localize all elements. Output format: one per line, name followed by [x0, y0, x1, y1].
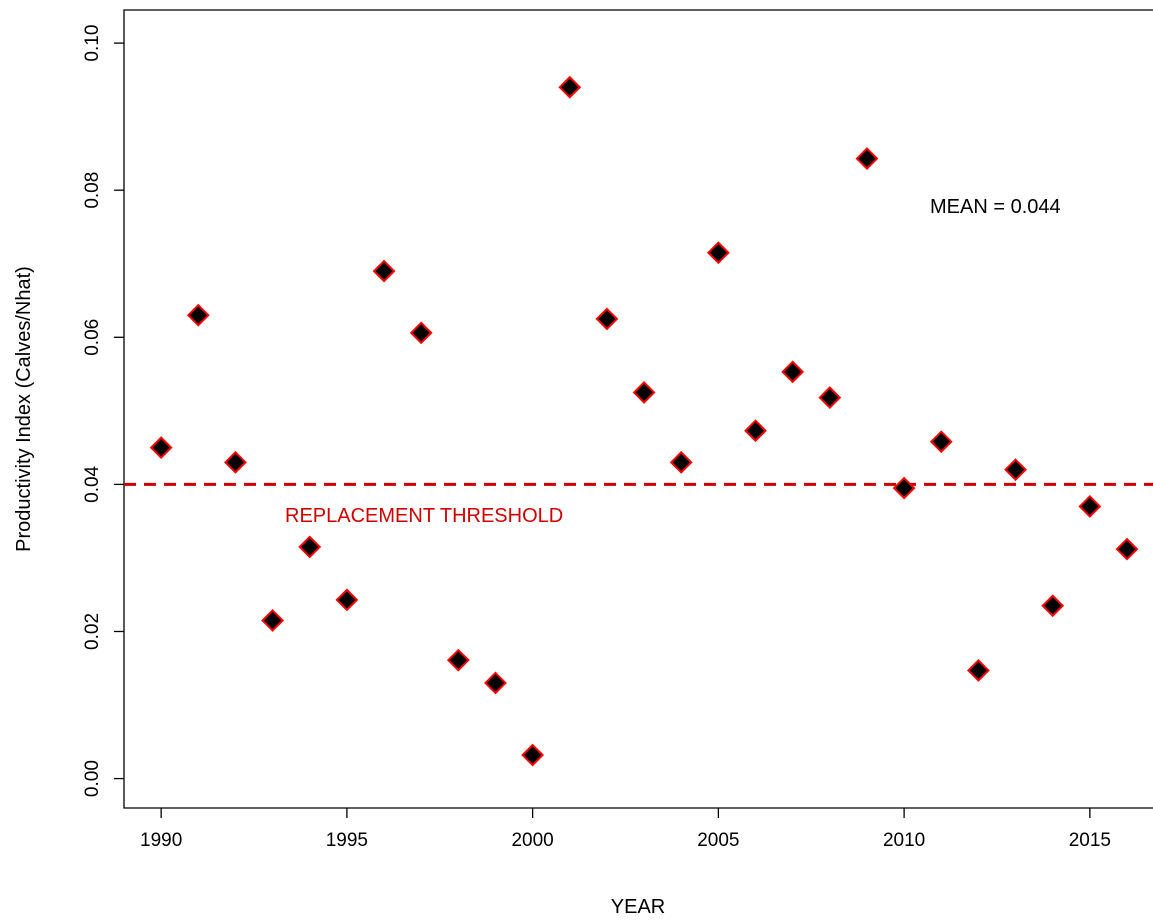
data-point — [484, 671, 507, 695]
data-point — [409, 321, 433, 345]
threshold-label: REPLACEMENT THRESHOLD — [285, 505, 563, 527]
data-point — [1041, 594, 1065, 618]
x-tick-label: 1990 — [140, 830, 182, 851]
data-point — [372, 259, 396, 283]
x-axis-title: YEAR — [611, 896, 665, 918]
x-tick-label: 2000 — [511, 830, 553, 851]
data-point — [855, 147, 879, 170]
y-axis-title: Productivity Index (Calves/Nhat) — [13, 266, 35, 552]
data-point — [186, 303, 210, 327]
data-point — [966, 659, 990, 682]
y-tick-label: 0.10 — [82, 25, 103, 62]
data-point — [1078, 495, 1102, 518]
y-tick-label: 0.00 — [82, 760, 103, 797]
data-point — [335, 588, 359, 612]
x-tick-label: 2005 — [697, 830, 739, 851]
data-point — [224, 450, 247, 474]
y-tick-label: 0.08 — [82, 172, 103, 209]
plot-frame — [123, 9, 1153, 809]
data-point — [706, 241, 730, 265]
data-point — [261, 609, 285, 632]
data-point — [929, 430, 953, 454]
data-point — [595, 307, 619, 331]
y-tick-label: 0.02 — [82, 613, 103, 650]
mean-annotation: MEAN = 0.044 — [930, 196, 1061, 218]
y-tick-label: 0.06 — [82, 319, 103, 356]
data-point — [632, 381, 656, 404]
data-point — [892, 476, 916, 500]
data-point — [818, 386, 842, 410]
x-tick-label: 2010 — [883, 830, 925, 851]
data-point — [1004, 458, 1027, 482]
data-point — [446, 648, 470, 672]
data-point — [149, 436, 173, 460]
y-tick-label: 0.04 — [82, 465, 103, 502]
data-point — [669, 450, 693, 474]
data-point — [298, 535, 322, 559]
data-point — [781, 360, 805, 384]
data-point — [558, 75, 582, 99]
data-point — [521, 743, 545, 767]
data-point — [1115, 537, 1139, 561]
x-tick-label: 1995 — [326, 830, 368, 851]
x-tick-label: 2015 — [1069, 830, 1111, 851]
data-point — [744, 419, 767, 443]
